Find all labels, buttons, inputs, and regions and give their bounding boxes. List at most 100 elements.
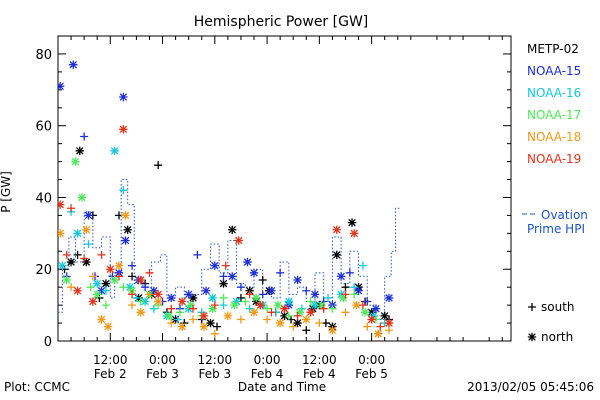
y-tick-label: 40 [35,191,52,206]
north-marker [121,211,130,220]
x-tick-label-time: 0:00 [358,353,385,367]
north-marker [367,308,376,317]
south-marker [293,311,302,320]
north-marker [339,293,348,303]
south-marker [101,301,110,310]
south-marker [212,322,221,331]
south-marker [119,283,128,292]
data-layer [58,60,400,339]
south-marker [219,301,228,310]
y-tick-label: 80 [35,48,52,63]
north-marker [199,311,209,321]
south-marker [258,276,267,284]
north-marker [256,300,265,310]
north-marker [219,279,228,288]
south-marker [132,293,141,302]
y-tick-label: 20 [35,263,52,278]
north-marker [234,236,243,245]
marker-key-label: south [541,300,575,314]
south-marker [345,268,354,277]
south-marker [245,304,254,313]
south-marker [210,301,219,310]
south-marker [302,326,311,335]
north-marker [73,229,82,238]
north-marker [306,308,315,317]
south-marker [167,319,176,328]
south-marker [350,283,359,292]
north-marker [336,272,346,281]
north-marker [69,60,78,69]
north-marker [295,308,304,317]
north-marker [332,225,341,234]
south-marker [62,250,71,259]
south-marker [363,297,372,306]
north-marker [97,286,106,295]
north-marker [328,326,337,335]
x-tick-label-time: 12:00 [198,353,233,367]
north-marker [369,311,378,321]
south-marker [528,303,536,311]
south-marker [145,290,154,299]
south-marker [88,272,97,281]
north-marker [249,268,259,278]
south-marker [276,268,285,277]
series-noaa-19 [58,125,394,331]
north-marker [336,290,346,299]
south-marker [167,304,176,313]
north-marker [114,261,124,270]
north-marker [275,318,285,328]
south-marker [80,254,89,263]
north-marker [82,225,91,234]
marker-key-label: north [541,330,573,344]
y-tick-label: 0 [44,335,52,350]
north-marker [373,329,383,339]
north-marker [267,286,276,295]
south-marker [341,308,350,317]
x-tick-label-date: Feb 3 [146,367,179,381]
north-marker [153,290,163,299]
chart-title: Hemispheric Power [GW] [194,14,369,30]
north-marker [177,297,187,306]
south-marker [385,326,394,335]
ovation-hpi-line [58,179,400,320]
south-marker [267,308,276,317]
north-marker [110,275,119,285]
north-marker [106,265,115,274]
north-marker [93,290,102,299]
north-marker [119,125,128,134]
south-marker [315,319,324,328]
north-marker [123,225,132,234]
north-marker [88,297,98,306]
south-marker [136,297,145,306]
north-marker [110,146,119,156]
north-marker [82,257,91,267]
north-marker [71,157,80,166]
north-marker [66,257,76,267]
south-marker [141,283,150,292]
north-marker [310,290,320,299]
axes-frame [57,35,512,342]
x-tick-label-time: 12:00 [302,353,337,367]
north-marker [186,300,196,310]
south-marker [128,272,137,281]
north-marker [284,297,294,306]
south-marker [145,268,154,277]
x-tick-label-time: 12:00 [93,353,128,367]
south-marker [128,301,137,310]
north-marker [293,275,302,285]
north-marker [380,311,389,321]
north-marker [121,236,130,245]
x-tick-label-time: 0:00 [254,353,281,367]
north-marker [280,304,289,313]
north-marker [75,146,84,156]
legend-entry: NOAA-15 [527,64,581,78]
north-marker [349,229,359,238]
south-marker [284,311,293,320]
north-marker [101,279,111,288]
south-marker [376,322,385,331]
x-axis-label: Date and Time [238,380,326,394]
south-marker [263,315,272,324]
legend-entry: NOAA-19 [527,152,581,166]
series-noaa-18 [58,211,394,339]
south-marker [219,293,228,302]
